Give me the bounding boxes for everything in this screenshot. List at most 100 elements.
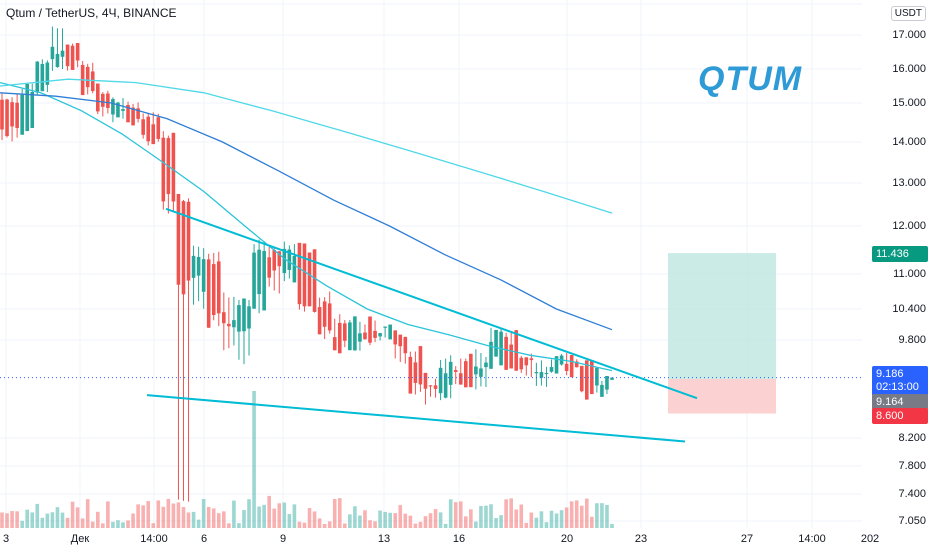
candle-body: [539, 372, 544, 378]
currency-unit[interactable]: USDT: [890, 6, 926, 21]
candle-body: [35, 61, 40, 93]
candle-body: [60, 50, 65, 57]
candle-body: [584, 360, 589, 400]
wedge-upper-trendline: [165, 207, 698, 400]
volume-bar: [70, 501, 75, 528]
volume-bar: [25, 509, 30, 528]
time-tick-label: 27: [740, 533, 754, 545]
candle-body: [307, 252, 312, 307]
volume-bar: [393, 513, 398, 528]
candle-body: [605, 375, 609, 390]
ma-mid-line: [0, 92, 613, 331]
current-price-tag: 9.186 02:13:00: [872, 366, 928, 396]
volume-bar: [90, 521, 95, 528]
volume-bar: [101, 523, 105, 528]
price-tick-label: 11.000: [893, 268, 926, 280]
price-tick-label: 15.000: [892, 97, 926, 109]
candle-body: [337, 322, 342, 354]
volume-bar: [262, 504, 266, 528]
volume-bar: [423, 516, 428, 528]
candle-body: [45, 62, 50, 85]
candle-body: [146, 116, 150, 142]
volume-bar: [600, 503, 604, 528]
time-tick-label: 20: [560, 533, 574, 545]
candle-body: [15, 102, 19, 128]
volume-bar: [605, 504, 609, 528]
candle-body: [358, 333, 362, 342]
volume-bar: [216, 513, 221, 528]
candle-body: [600, 384, 604, 397]
volume-bar: [383, 511, 387, 528]
volume-bar: [574, 500, 579, 528]
volume-bar: [201, 499, 206, 528]
volume-bar: [479, 505, 483, 528]
price-tick-label: 10.400: [892, 303, 926, 315]
volume-bar: [322, 523, 327, 528]
candle-body: [534, 372, 539, 374]
candle-body: [453, 370, 458, 372]
volume-bar: [559, 510, 564, 528]
qtum-annotation: QTUM: [698, 60, 803, 98]
volume-bar: [40, 517, 45, 528]
bar-countdown: 02:13:00: [876, 381, 919, 393]
time-tick-label: 6: [200, 533, 208, 545]
candle-body: [574, 361, 579, 368]
volume-bar: [453, 502, 458, 528]
symbol-title[interactable]: Qtum / TetherUS, 4Ч, BINANCE: [6, 6, 177, 20]
volume-bar: [403, 513, 408, 528]
candle-body: [297, 242, 302, 305]
candle-body: [519, 357, 524, 370]
candle-body: [489, 341, 493, 369]
volume-bar: [332, 499, 337, 528]
volume-bar: [222, 511, 226, 528]
volume-bar: [343, 523, 347, 528]
volume-bar: [45, 513, 50, 528]
volume-bar: [448, 499, 453, 528]
volume-bar: [30, 512, 35, 528]
candle-body: [438, 367, 443, 394]
volume-bar: [584, 498, 589, 528]
volume-bar: [529, 512, 534, 528]
volume-bar: [353, 506, 357, 528]
stop-zone: [668, 378, 776, 414]
volume-bar: [327, 521, 332, 528]
candle-body: [75, 43, 80, 61]
candle-body: [176, 193, 181, 285]
candle-body: [433, 385, 438, 389]
volume-bar: [433, 509, 438, 528]
volume-bar: [267, 495, 271, 528]
candle-body: [317, 307, 322, 335]
candle-body: [484, 362, 488, 368]
volume-bar: [277, 503, 282, 528]
volume-bar: [554, 513, 559, 528]
candle-body: [232, 320, 236, 328]
volume-bar: [312, 511, 317, 528]
volume-bar: [166, 498, 171, 528]
time-tick-label: 23: [634, 533, 648, 545]
volume-bar: [504, 499, 508, 528]
volume-bar: [388, 512, 392, 528]
entry-price-tag: 9.164: [872, 394, 928, 410]
candle-body: [287, 249, 292, 270]
candle-body: [141, 119, 145, 135]
candle-body: [529, 358, 534, 361]
candle-body: [458, 373, 463, 385]
candle-body: [348, 322, 352, 351]
volume-bar: [474, 521, 478, 528]
candle-body: [242, 298, 246, 332]
volume-bar: [373, 521, 377, 528]
time-tick-label: 202: [860, 533, 880, 545]
volume-bar: [141, 505, 145, 528]
candle-body: [277, 251, 282, 267]
volume-bar: [186, 512, 191, 528]
volume-bar: [65, 517, 70, 528]
price-scale[interactable]: USDT 17.000 16.000 15.000 14.000 13.000 12.00…: [862, 0, 932, 528]
volume-bar: [499, 515, 503, 528]
time-axis[interactable]: 3 Дек 14:00 6 9 13 16 20 23 27 14:00 202: [0, 528, 932, 550]
volume-bar: [232, 500, 236, 528]
volume-bar: [302, 522, 307, 528]
candle-body: [206, 259, 211, 328]
candle-body: [469, 353, 473, 388]
candle-body: [569, 355, 574, 378]
volume-bar: [237, 523, 241, 528]
